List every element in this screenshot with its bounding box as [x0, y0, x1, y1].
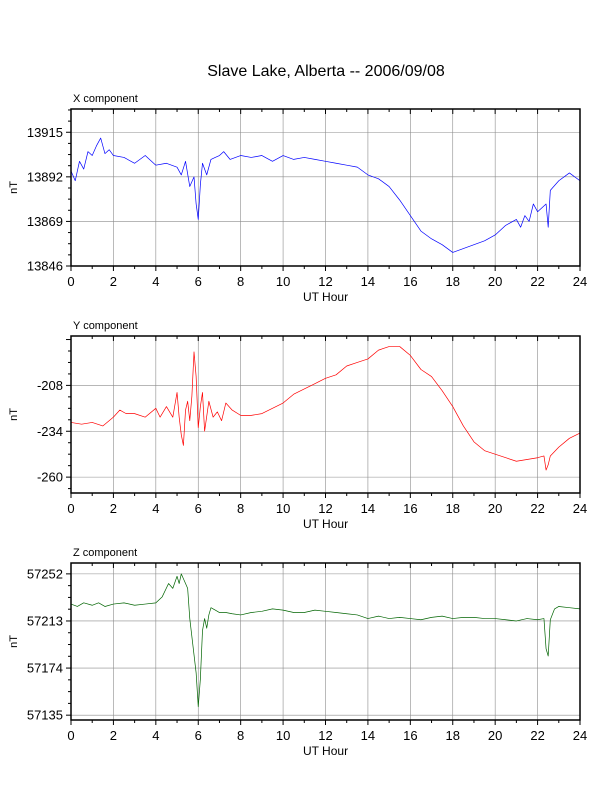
x-tick-label: 4	[152, 728, 159, 743]
y-tick-label: -234	[37, 424, 63, 439]
x-tick-label: 8	[237, 274, 244, 289]
x-tick-label: 4	[152, 501, 159, 516]
z-component-panel: 0 2 4 6 8 10 12 14 16 18 20 22 245713557174572135725…	[8, 547, 587, 758]
panel-label: Y component	[73, 320, 138, 332]
y-tick-label: -260	[37, 470, 63, 485]
y-tick-label: 13915	[27, 125, 63, 140]
x-tick-label: 20	[488, 728, 502, 743]
x-tick-label: 16	[403, 501, 417, 516]
y-tick-label: 13869	[27, 214, 63, 229]
x-tick-label: 2	[110, 274, 117, 289]
x-tick-label: 0	[67, 501, 74, 516]
y-tick-label: 57213	[27, 613, 63, 628]
x-tick-label: 24	[573, 274, 587, 289]
figure-title: Slave Lake, Alberta -- 2006/09/08	[207, 63, 445, 80]
x-tick-label: 14	[361, 728, 375, 743]
x-tick-label: 14	[361, 501, 375, 516]
x-axis-label: UT Hour	[303, 744, 348, 758]
x-tick-label: 6	[195, 501, 202, 516]
x-tick-label: 22	[530, 274, 544, 289]
x-tick-label: 4	[152, 274, 159, 289]
x-axis-label: UT Hour	[303, 290, 348, 304]
x-tick-label: 20	[488, 274, 502, 289]
x-tick-label: 2	[110, 728, 117, 743]
x-tick-label: 0	[67, 274, 74, 289]
x-tick-label: 12	[318, 728, 332, 743]
x-tick-label: 22	[530, 728, 544, 743]
y-axis-label: nT	[8, 181, 20, 194]
x-tick-label: 10	[276, 728, 290, 743]
series-line	[70, 346, 581, 471]
x-tick-label: 8	[237, 501, 244, 516]
y-tick-label: 57252	[27, 566, 63, 581]
x-tick-label: 16	[403, 274, 417, 289]
series-line	[70, 573, 581, 708]
x-tick-label: 20	[488, 501, 502, 516]
x-tick-label: 2	[110, 501, 117, 516]
panel-label: Z component	[73, 547, 137, 559]
y-tick-label: 13846	[27, 259, 63, 274]
x-tick-label: 24	[573, 501, 587, 516]
x-tick-label: 18	[446, 274, 460, 289]
x-tick-label: 24	[573, 728, 587, 743]
x-tick-label: 10	[276, 501, 290, 516]
x-tick-label: 12	[318, 501, 332, 516]
panel-label: X component	[73, 93, 138, 105]
x-tick-label: 0	[67, 728, 74, 743]
x-component-panel: 0 2 4 6 8 10 12 14 16 18 20 22 241384613869138921391…	[8, 93, 587, 304]
x-tick-label: 14	[361, 274, 375, 289]
y-axis-label: nT	[8, 408, 20, 421]
y-tick-label: 57135	[27, 708, 63, 723]
y-tick-label: 13892	[27, 169, 63, 184]
x-tick-label: 6	[195, 274, 202, 289]
x-tick-label: 18	[446, 728, 460, 743]
x-tick-label: 8	[237, 728, 244, 743]
y-tick-label: 57174	[27, 661, 63, 676]
x-tick-label: 6	[195, 728, 202, 743]
x-tick-label: 16	[403, 728, 417, 743]
x-tick-label: 12	[318, 274, 332, 289]
x-tick-label: 10	[276, 274, 290, 289]
x-axis-label: UT Hour	[303, 517, 348, 531]
x-tick-label: 18	[446, 501, 460, 516]
series-line	[70, 137, 581, 253]
x-tick-label: 22	[530, 501, 544, 516]
y-tick-label: -208	[37, 378, 63, 393]
y-axis-label: nT	[8, 635, 20, 648]
